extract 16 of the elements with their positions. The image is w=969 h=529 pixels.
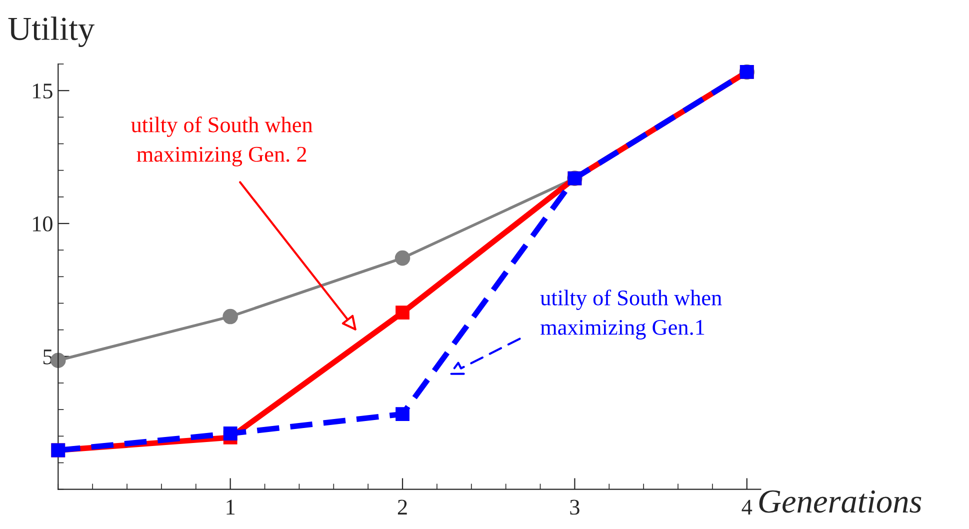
point <box>50 352 66 368</box>
point <box>394 250 410 266</box>
point <box>223 426 238 440</box>
point <box>222 308 238 324</box>
x-tick-label: 4 <box>742 500 752 514</box>
y-tick-label: 10 <box>33 216 52 232</box>
y-axis-title: Utility <box>8 16 95 47</box>
annotation: utilty of South when maximizing Gen. 2 <box>131 116 313 166</box>
point <box>396 407 410 422</box>
x-axis-title: Generations <box>759 490 922 513</box>
x-tick-label: 3 <box>570 500 580 515</box>
point <box>396 306 410 320</box>
y-tick-label: 15 <box>33 84 52 99</box>
x-tick-label: 2 <box>398 500 407 514</box>
x-tick-label: 1 <box>226 500 235 514</box>
annotation: utilty of South when maximizing Gen.1 <box>540 290 722 340</box>
